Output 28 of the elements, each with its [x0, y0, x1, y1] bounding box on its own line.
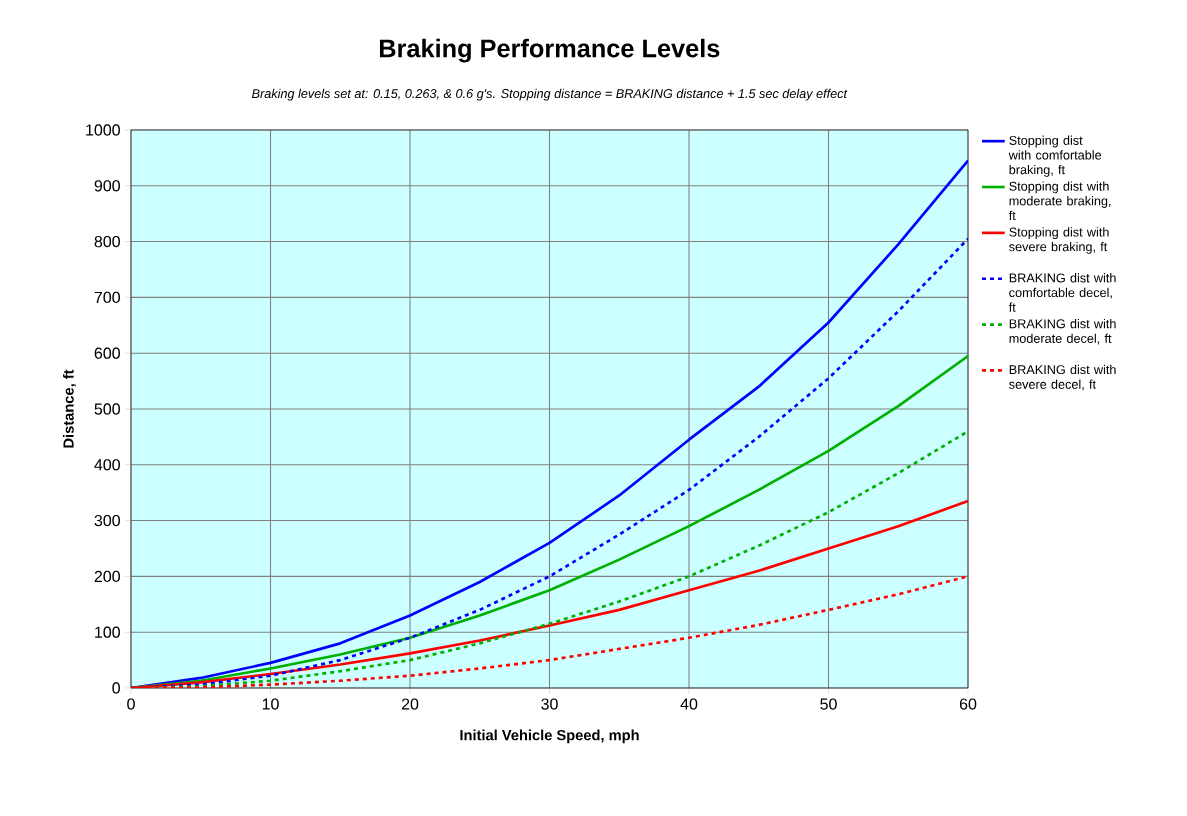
x-tick-label: 30: [541, 698, 558, 710]
y-tick-label: 400: [94, 459, 120, 471]
y-tick-label: 700: [94, 291, 120, 304]
x-axis-title: Initial Vehicle Speed, mph: [460, 729, 639, 744]
y-tick-label: 0: [112, 682, 120, 694]
chart-subtitle: Braking levels set at: 0.15, 0.263, & 0.6 g's. Stopping distance = BRAKING distance + 1.5 sec delay effect: [251, 88, 848, 101]
legend-label: Stopping dist with moderate braking, ft: [1008, 181, 1111, 221]
y-axis-title: Distance, ft: [62, 369, 76, 448]
chart-title: Braking Performance Levels: [379, 38, 720, 63]
legend-label: BRAKING dist with moderate decel, ft: [1009, 318, 1116, 345]
y-tick-label: 300: [94, 514, 120, 527]
y-tick-label: 800: [94, 235, 120, 248]
x-tick-label: 20: [401, 698, 419, 710]
x-tick-label: 60: [959, 698, 977, 710]
x-tick-label: 40: [680, 698, 698, 710]
legend-label: Stopping dist with comfortable braking, ft: [1008, 135, 1102, 177]
legend-label: BRAKING dist with comfortable decel, ft: [1008, 273, 1116, 312]
legend-label: Stopping dist with severe braking, ft: [1009, 227, 1109, 254]
x-tick-label: 10: [262, 698, 279, 710]
y-tick-label: 500: [94, 403, 120, 415]
y-tick-label: 900: [94, 180, 120, 192]
x-tick-label: 0: [127, 698, 135, 710]
x-tick-label: 50: [820, 698, 837, 710]
y-tick-label: 600: [94, 347, 120, 359]
legend-label: BRAKING dist with severe decel, ft: [1009, 364, 1116, 391]
y-tick-label: 200: [94, 570, 120, 583]
y-tick-label: 100: [95, 626, 120, 638]
y-tick-label: 1000: [86, 124, 120, 136]
